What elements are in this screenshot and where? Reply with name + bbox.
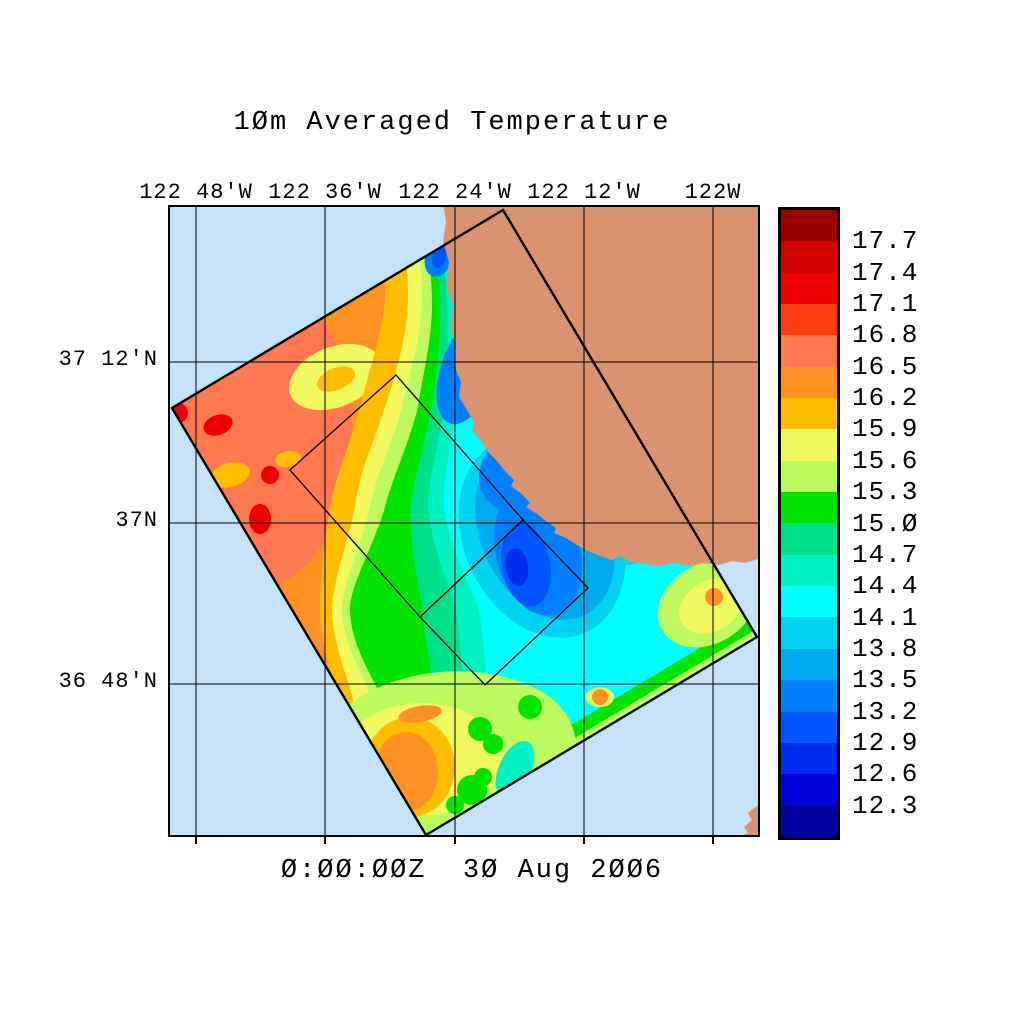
colorbar-swatch	[781, 460, 837, 493]
colorbar-swatch	[781, 774, 837, 806]
x-axis-tick-label: 122 36'W	[268, 180, 382, 205]
x-axis-tick-label: 122 48'W	[139, 180, 253, 205]
graticule	[170, 207, 758, 835]
colorbar-swatch	[781, 241, 837, 273]
colorbar-swatch	[781, 711, 837, 743]
colorbar-tick-label: 17.7	[852, 226, 919, 257]
x-axis-tick-label: 122 12'W	[527, 180, 641, 205]
colorbar-swatch	[781, 523, 837, 555]
colorbar-swatch	[781, 398, 837, 430]
axis-tick	[324, 837, 326, 844]
colorbar	[778, 207, 840, 840]
colorbar-tick-label: 13.2	[852, 696, 919, 727]
colorbar-swatch	[781, 617, 837, 649]
colorbar-tick-label: 16.8	[852, 320, 919, 351]
colorbar-swatch	[781, 492, 837, 524]
timestamp-caption: Ø:ØØ:ØØZ 3Ø Aug 2ØØ6	[280, 856, 664, 886]
colorbar-tick-label: 15.9	[852, 414, 919, 445]
colorbar-tick-label: 17.1	[852, 289, 919, 320]
axis-tick	[712, 837, 714, 844]
colorbar-tick-label: 13.5	[852, 665, 919, 696]
colorbar-swatch	[781, 272, 837, 305]
colorbar-tick-label: 12.9	[852, 727, 919, 758]
colorbar-tick-label: 15.Ø	[852, 508, 919, 539]
colorbar-tick-label: 15.6	[852, 445, 919, 476]
colorbar-tick-label: 14.1	[852, 602, 919, 633]
colorbar-tick-label: 14.4	[852, 571, 919, 602]
colorbar-tick-label: 16.2	[852, 383, 919, 414]
colorbar-swatch	[781, 586, 837, 618]
colorbar-tick-label: 13.8	[852, 633, 919, 664]
colorbar-swatch	[781, 680, 837, 712]
colorbar-swatch	[781, 366, 837, 399]
colorbar-swatch	[781, 429, 837, 461]
x-axis-tick-label: 122 24'W	[398, 180, 512, 205]
y-axis-tick-label: 37N	[115, 508, 158, 533]
colorbar-tick-label: 12.6	[852, 759, 919, 790]
land-shape	[443, 207, 758, 566]
colorbar-tick-label: 15.3	[852, 477, 919, 508]
colorbar-swatch	[781, 304, 837, 336]
colorbar-swatch	[781, 648, 837, 681]
colorbar-swatch	[781, 805, 837, 837]
map-figure	[170, 207, 758, 835]
colorbar-swatch	[781, 554, 837, 587]
y-axis-tick-label: 37 12'N	[58, 347, 158, 372]
inner-domain-outline	[419, 519, 589, 686]
colorbar-swatch	[781, 742, 837, 775]
colorbar-tick-label: 16.5	[852, 351, 919, 382]
y-axis-tick-label: 36 48'N	[58, 669, 158, 694]
outer-domain-outline	[170, 208, 758, 835]
axis-tick	[454, 837, 456, 844]
land-shape-point	[744, 805, 758, 835]
colorbar-swatch	[781, 335, 837, 367]
x-axis-tick-label: 122W	[684, 180, 742, 205]
colorbar-tick-label: 12.3	[852, 790, 919, 821]
axis-tick	[195, 837, 197, 844]
colorbar-tick-label: 17.4	[852, 257, 919, 288]
colorbar-tick-label: 14.7	[852, 539, 919, 570]
page-title: 1Øm Averaged Temperature	[233, 108, 671, 138]
axis-tick	[583, 837, 585, 844]
colorbar-swatch	[781, 210, 837, 242]
map-plot	[168, 205, 760, 837]
